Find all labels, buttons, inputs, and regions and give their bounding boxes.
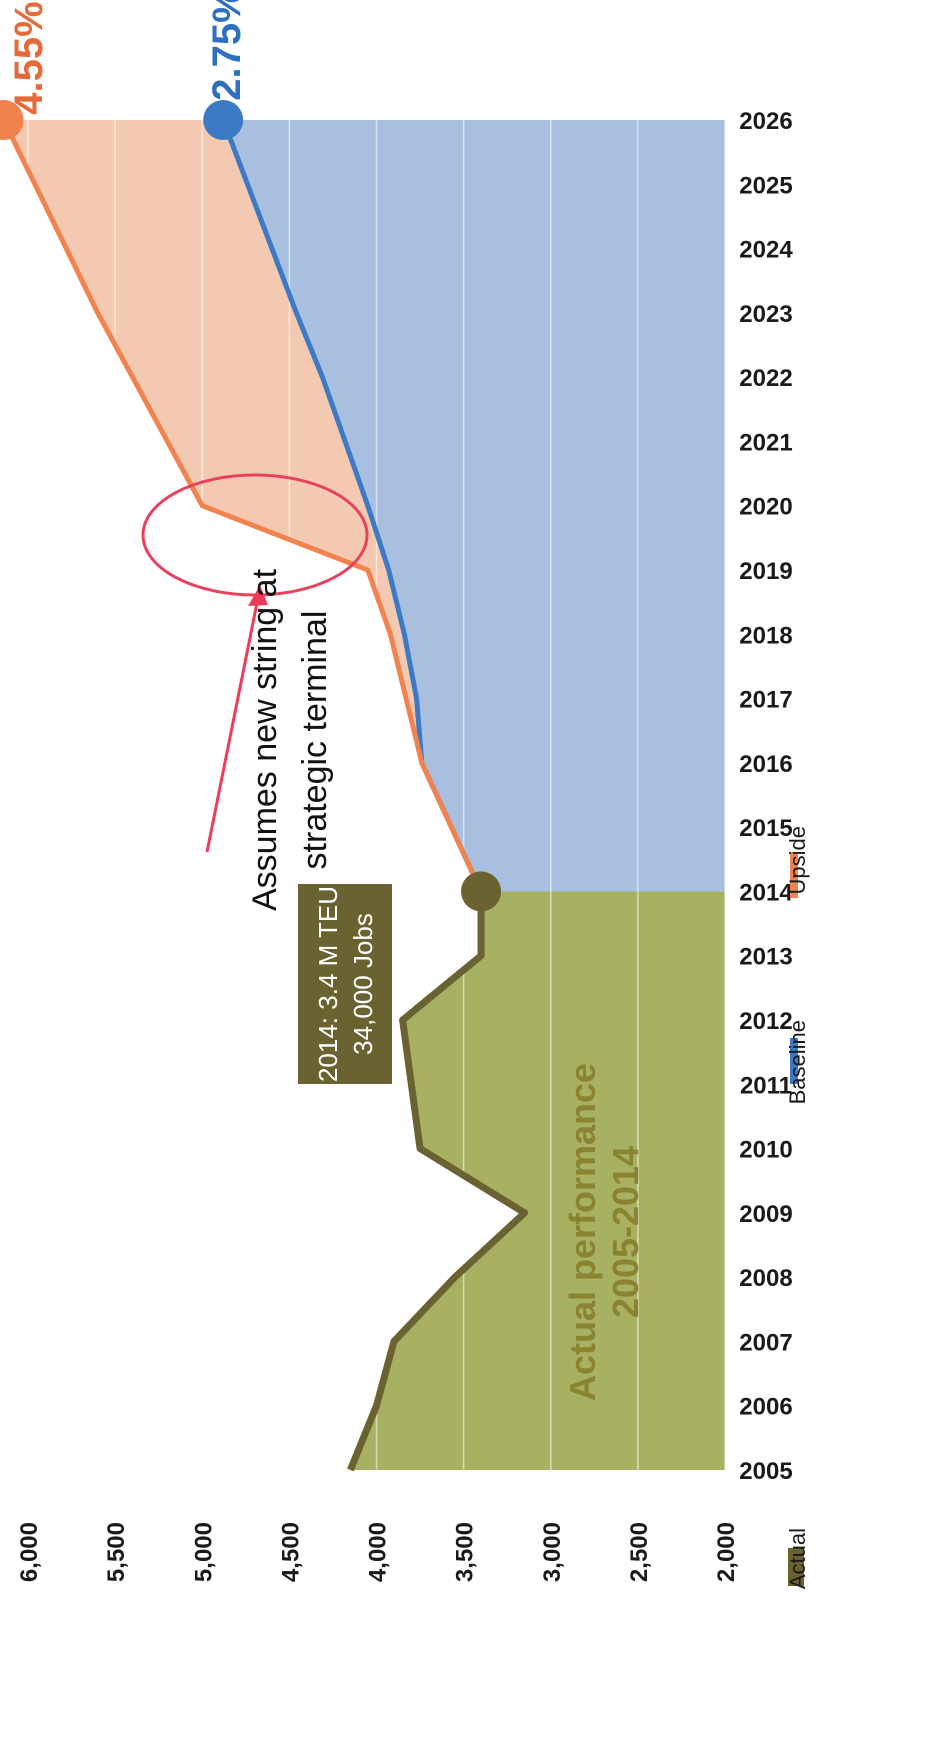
assumption-text-line1: Assumes new string at [246,568,284,911]
upside-band [3,120,482,892]
assumption-text-line2: strategic terminal [296,611,334,870]
y-tick-label: 2,000 [713,1522,740,1582]
legend: Actual Baseline Upside [785,826,810,1589]
x-tick-label: 2026 [739,108,792,135]
x-axis: 2005 2006 2007 2008 2009 2010 2011 2012 2013 2014… [739,108,793,1485]
actual-end-marker [461,871,502,912]
x-tick-label: 2025 [739,172,792,199]
x-tick-label: 2017 [739,687,792,714]
y-tick-label: 5,000 [190,1522,217,1582]
legend-label-actual: Actual [785,1528,810,1589]
legend-swatch-actual [788,1548,804,1586]
x-tick-label: 2010 [739,1137,792,1164]
y-tick-label: 3,500 [452,1522,479,1582]
y-tick-group: 2,500 [626,1522,653,1582]
actual-line [347,891,529,1472]
upside-rate-label: 4.55% [7,1,51,114]
x-tick-label: 2007 [739,1329,792,1356]
legend-label-baseline: Baseline [785,1020,810,1104]
y-tick-group: 6,000 [16,1522,43,1582]
y-tick-label: 6,000 [16,1522,43,1582]
legend-swatch-upside [790,852,798,898]
x-tick-label: 2016 [739,751,792,778]
y-tick-group: 5,000 [190,1522,217,1582]
data-box [298,884,392,1084]
performance-label-line1: Actual performance [562,1063,603,1401]
baseline-rate-label: 2.75% [205,0,249,101]
baseline-area [223,120,725,892]
y-tick-group: 4,500 [277,1522,304,1582]
line-layer [1,118,529,1472]
actual-area [350,891,725,1470]
y-tick-group: 3,000 [539,1522,566,1582]
y-tick-group: 2,000 [713,1522,740,1582]
y-tick-label: 4,500 [277,1522,304,1582]
x-tick-label: 2022 [739,365,792,392]
upside-end-marker [0,100,24,140]
x-tick-label: 2015 [739,815,792,842]
y-tick-group: 5,500 [103,1522,130,1582]
y-tick-label: 5,500 [103,1522,130,1582]
x-tick-label: 2005 [739,1458,792,1485]
x-tick-label: 2009 [739,1201,792,1228]
y-tick-label: 2,500 [626,1522,653,1582]
x-tick-label: 2023 [739,301,792,328]
x-tick-label: 2008 [739,1265,792,1292]
x-tick-label: 2012 [739,1008,792,1035]
x-tick-label: 2014 [739,879,793,906]
y-tick-label: 4,000 [365,1522,392,1582]
x-tick-label: 2024 [739,237,793,264]
annotation-arrowhead [248,585,268,606]
data-box-line2: 34,000 Jobs [348,913,378,1055]
legend-swatch-baseline [790,1038,798,1084]
x-tick-label: 2013 [739,944,792,971]
x-tick-label: 2018 [739,622,792,649]
y-tick-group: 4,000 [365,1522,392,1582]
annotation-arrow [205,587,262,853]
data-box-line1: 2014: 3.4 M TEU [313,886,343,1082]
x-tick-label: 2020 [739,494,792,521]
x-tick-label: 2021 [739,429,792,456]
grid-layer [27,120,726,1470]
y-tick-group: 3,500 [452,1522,479,1582]
legend-label-upside: Upside [785,826,810,894]
y-tick-label: 3,000 [539,1522,566,1582]
marker-layer [0,100,502,912]
area-layer [3,120,725,1470]
y-axis: 2,000 2,500 3,000 3,500 4,000 4,500 5,000 5,500… [16,1522,740,1582]
x-tick-label: 2011 [740,1072,792,1099]
upside-line [1,118,484,893]
performance-label-line2: 2005-2014 [605,1146,646,1318]
x-tick-label: 2006 [739,1394,792,1421]
baseline-end-marker [203,100,244,140]
x-tick-label: 2019 [739,558,792,585]
